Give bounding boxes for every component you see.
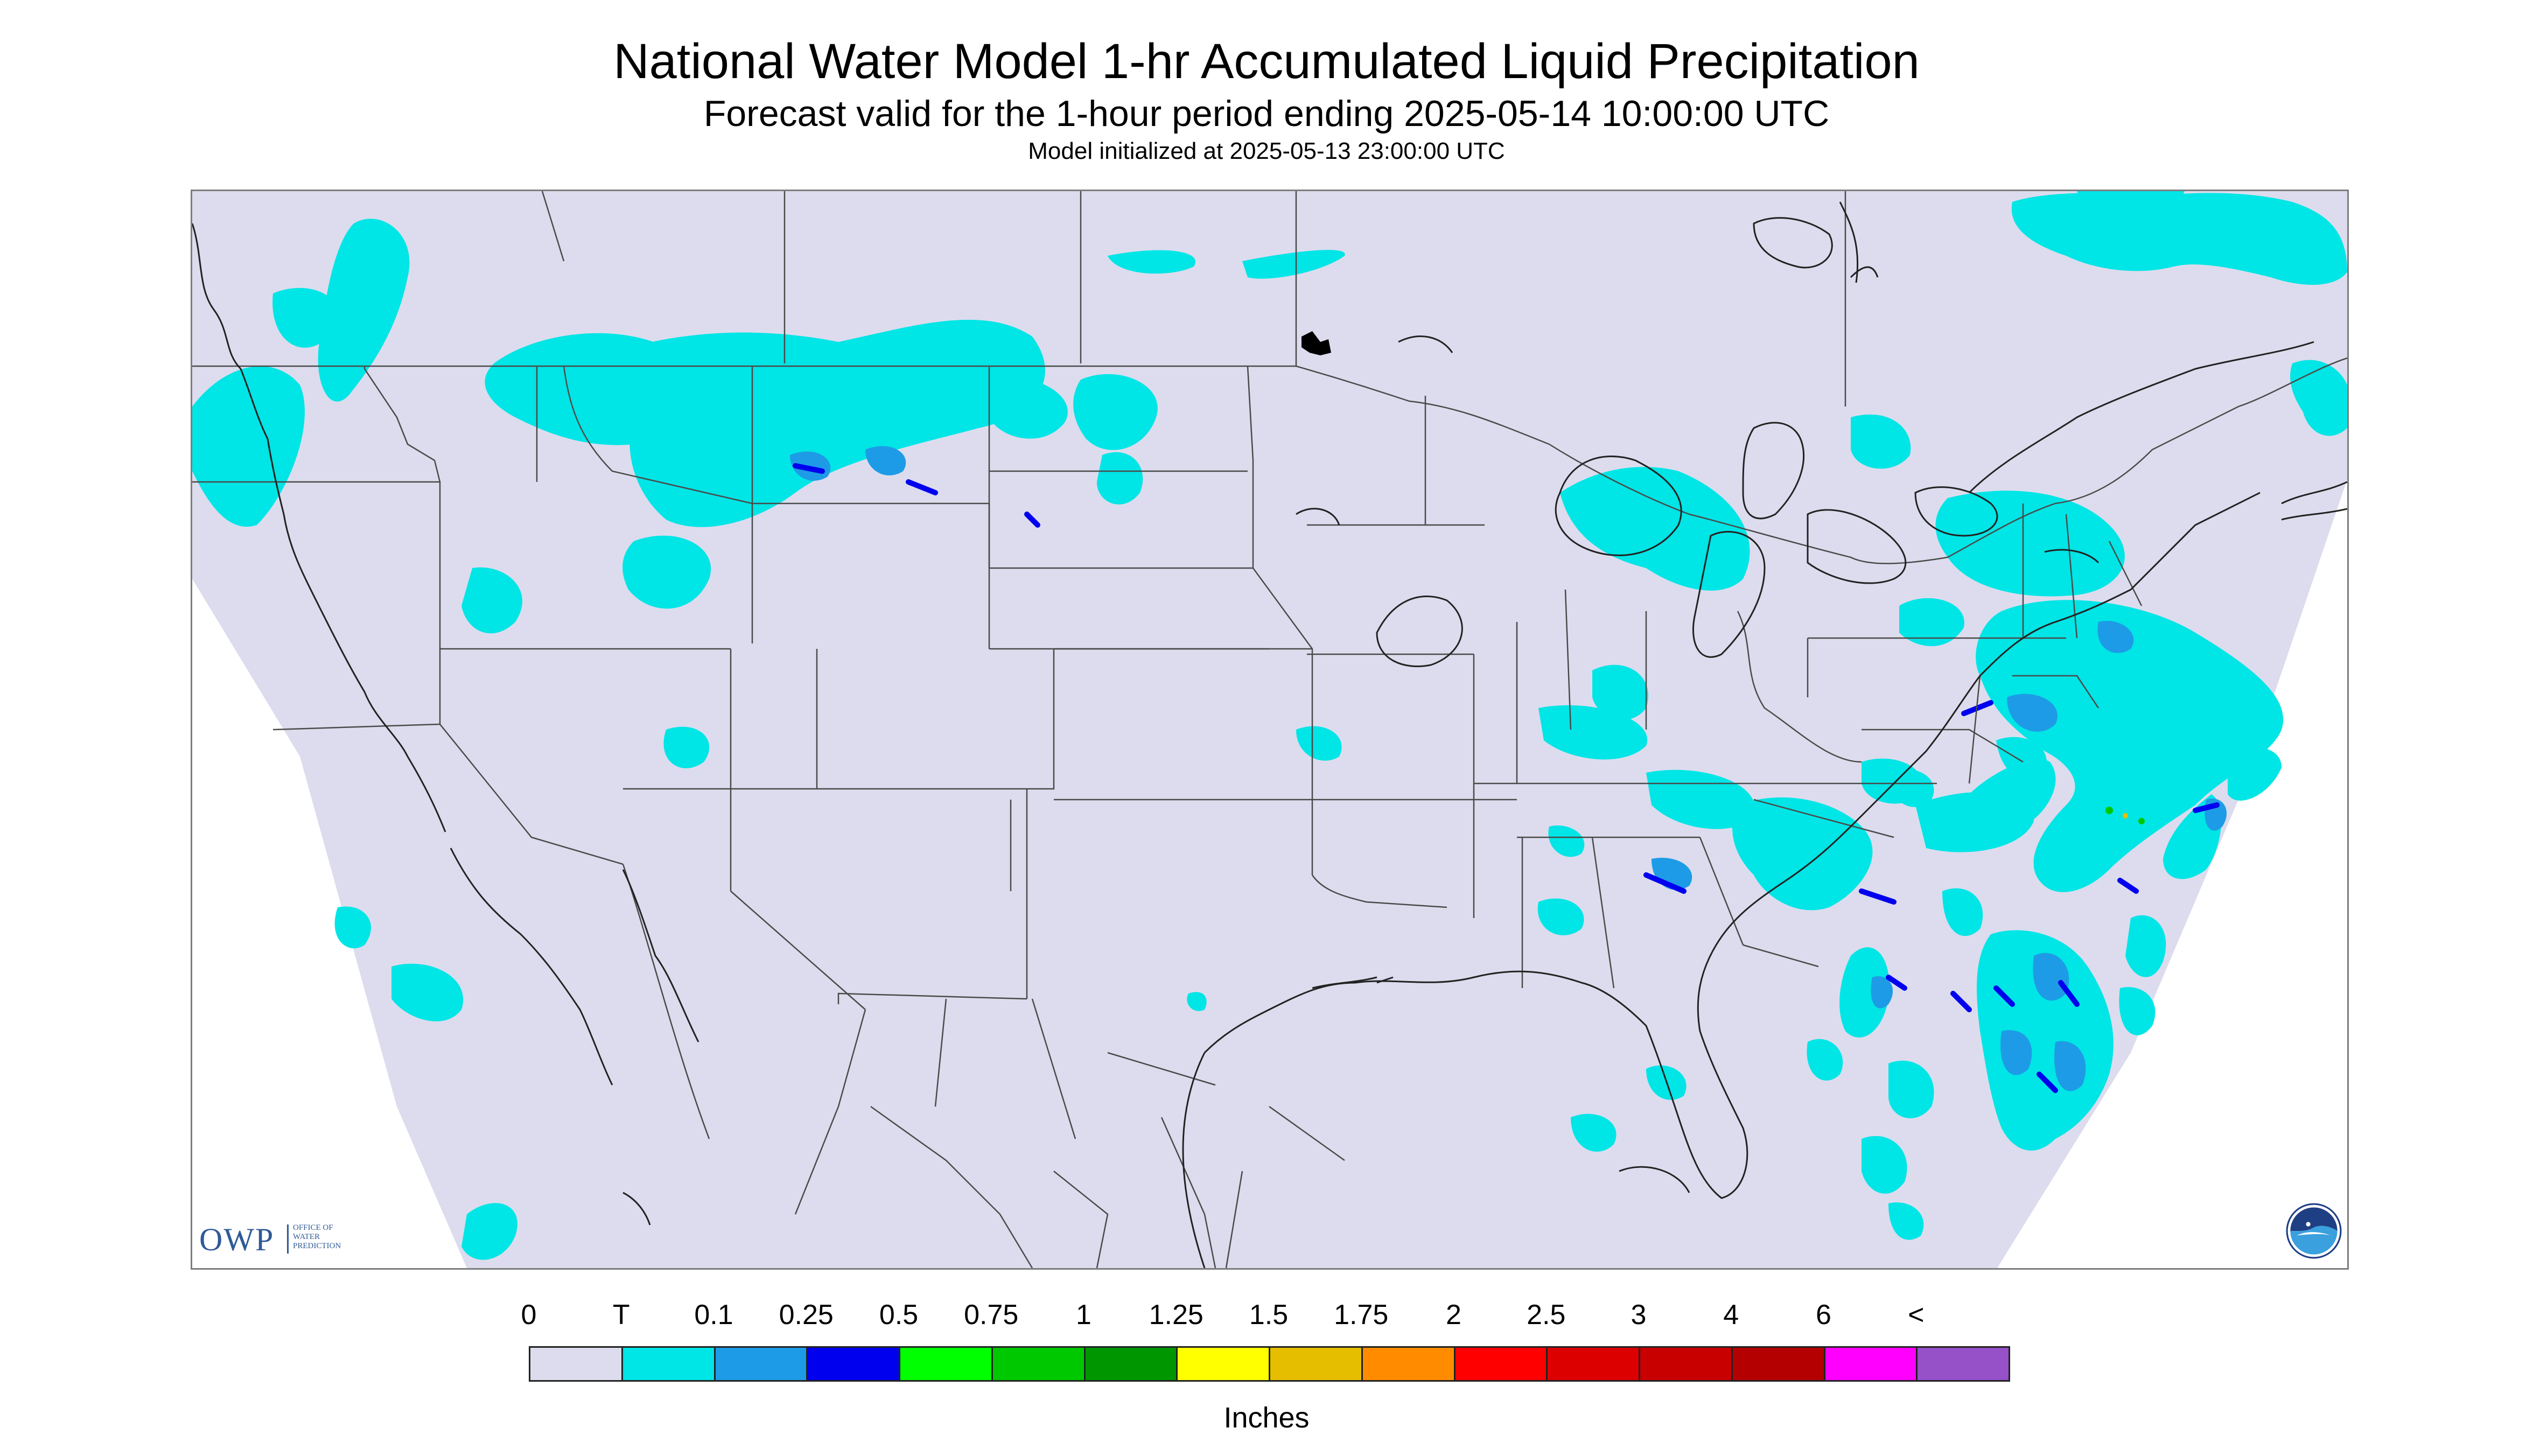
precipitation-map xyxy=(191,190,2349,1270)
legend-swatch xyxy=(806,1346,900,1382)
coastlines xyxy=(192,201,2347,1268)
state-boundaries xyxy=(192,191,2347,1268)
legend-tick-label: 6 xyxy=(1816,1299,1831,1331)
legend-swatch xyxy=(1731,1346,1825,1382)
legend-swatch xyxy=(621,1346,716,1382)
legend-tick-label: 1.75 xyxy=(1334,1299,1389,1331)
legend-swatch xyxy=(1916,1346,2010,1382)
legend-units: Inches xyxy=(1223,1402,1310,1434)
legend-swatch xyxy=(713,1346,808,1382)
legend-color-bar xyxy=(529,1346,2010,1387)
legend-swatch xyxy=(1639,1346,1733,1382)
legend-tick-label: 2.5 xyxy=(1527,1299,1566,1331)
owp-logo-subtext: OFFICE OF WATER PREDICTION xyxy=(293,1223,341,1251)
legend-tick-label: 0 xyxy=(521,1299,537,1331)
precip-high-spots xyxy=(2105,807,2145,824)
legend-swatch xyxy=(1269,1346,1363,1382)
legend-tick-label: 1.25 xyxy=(1149,1299,1203,1331)
legend-tick-label: 1.5 xyxy=(1249,1299,1289,1331)
legend-swatch xyxy=(529,1346,623,1382)
legend-tick-label: 1 xyxy=(1076,1299,1091,1331)
legend-tick-label: T xyxy=(612,1299,630,1331)
legend-swatch xyxy=(1083,1346,1178,1382)
noaa-logo-icon xyxy=(2286,1203,2342,1259)
owp-logo-text: OWP xyxy=(199,1222,275,1257)
legend-swatch xyxy=(899,1346,993,1382)
owp-logo: OWP OFFICE OF WATER PREDICTION xyxy=(199,1221,372,1259)
precip-trace-areas xyxy=(192,191,2347,1260)
legend-tick-label: 4 xyxy=(1723,1299,1739,1331)
legend-tick-label: 0.1 xyxy=(694,1299,733,1331)
precip-light-areas xyxy=(790,446,2227,1091)
legend-swatch xyxy=(1823,1346,1918,1382)
legend-tick-label: 2 xyxy=(1446,1299,1461,1331)
model-init-text: Model initialized at 2025-05-13 23:00:00… xyxy=(1028,138,1505,164)
legend-tick-label: 0.5 xyxy=(879,1299,919,1331)
precip-heavy-areas xyxy=(793,463,2220,1093)
legend-swatch xyxy=(1176,1346,1270,1382)
legend-tick-label: 0.75 xyxy=(964,1299,1019,1331)
forecast-valid-subtitle: Forecast valid for the 1-hour period end… xyxy=(703,93,1830,134)
owp-logo-divider xyxy=(287,1224,289,1254)
legend-swatch xyxy=(991,1346,1086,1382)
legend-tick-label: 0.25 xyxy=(779,1299,834,1331)
owp-logo-line-2: WATER xyxy=(293,1233,320,1241)
legend-swatch xyxy=(1361,1346,1456,1382)
legend-tick-label: 3 xyxy=(1631,1299,1647,1331)
owp-logo-line-1: OFFICE OF xyxy=(293,1223,333,1232)
lake-of-the-woods xyxy=(1302,331,1331,355)
chart-title: National Water Model 1-hr Accumulated Li… xyxy=(613,34,1920,89)
legend-swatch xyxy=(1453,1346,1548,1382)
legend-tick-label: < xyxy=(1908,1299,1925,1331)
owp-logo-line-3: PREDICTION xyxy=(293,1242,341,1250)
legend-swatch xyxy=(1546,1346,1640,1382)
